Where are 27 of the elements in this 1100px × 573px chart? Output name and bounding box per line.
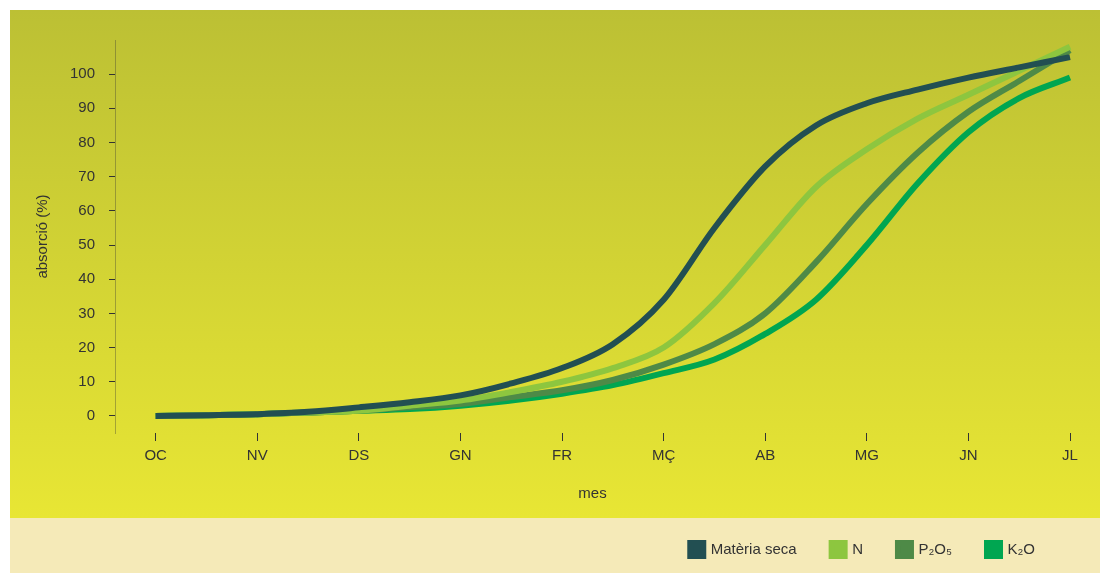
y-tick-label: 50 [78, 235, 96, 253]
x-tick-label: MÇ [651, 446, 676, 464]
x-tick-label: AB [755, 446, 776, 464]
y-tick-label: 60 [78, 201, 96, 219]
x-tick-label: JN [959, 446, 978, 464]
y-axis-title: absorció (%) [33, 194, 51, 279]
y-tick-label: 30 [78, 303, 96, 321]
x-tick-label: NV [246, 446, 268, 464]
legend-label: N [852, 539, 863, 557]
legend-label: Matèria seca [710, 539, 798, 557]
y-tick-label: 80 [78, 132, 96, 150]
x-tick-label: GN [449, 446, 472, 464]
y-tick-label: 40 [78, 269, 96, 287]
y-tick-label: 20 [78, 337, 96, 355]
y-tick-label: 70 [78, 166, 96, 184]
legend-label: K₂O [1007, 539, 1035, 557]
y-tick-label: 90 [78, 98, 96, 116]
x-tick-label: DS [348, 446, 370, 464]
x-tick-label: JL [1062, 446, 1078, 464]
y-tick-label: 100 [70, 64, 96, 82]
y-tick-label: 10 [78, 371, 96, 389]
legend-label: P₂O₅ [918, 539, 953, 557]
x-axis-title: mes [578, 484, 607, 502]
x-tick-label: MG [854, 446, 879, 464]
x-tick-label: OC [144, 446, 168, 464]
y-tick-label: 0 [86, 406, 96, 424]
x-tick-label: FR [552, 446, 573, 464]
